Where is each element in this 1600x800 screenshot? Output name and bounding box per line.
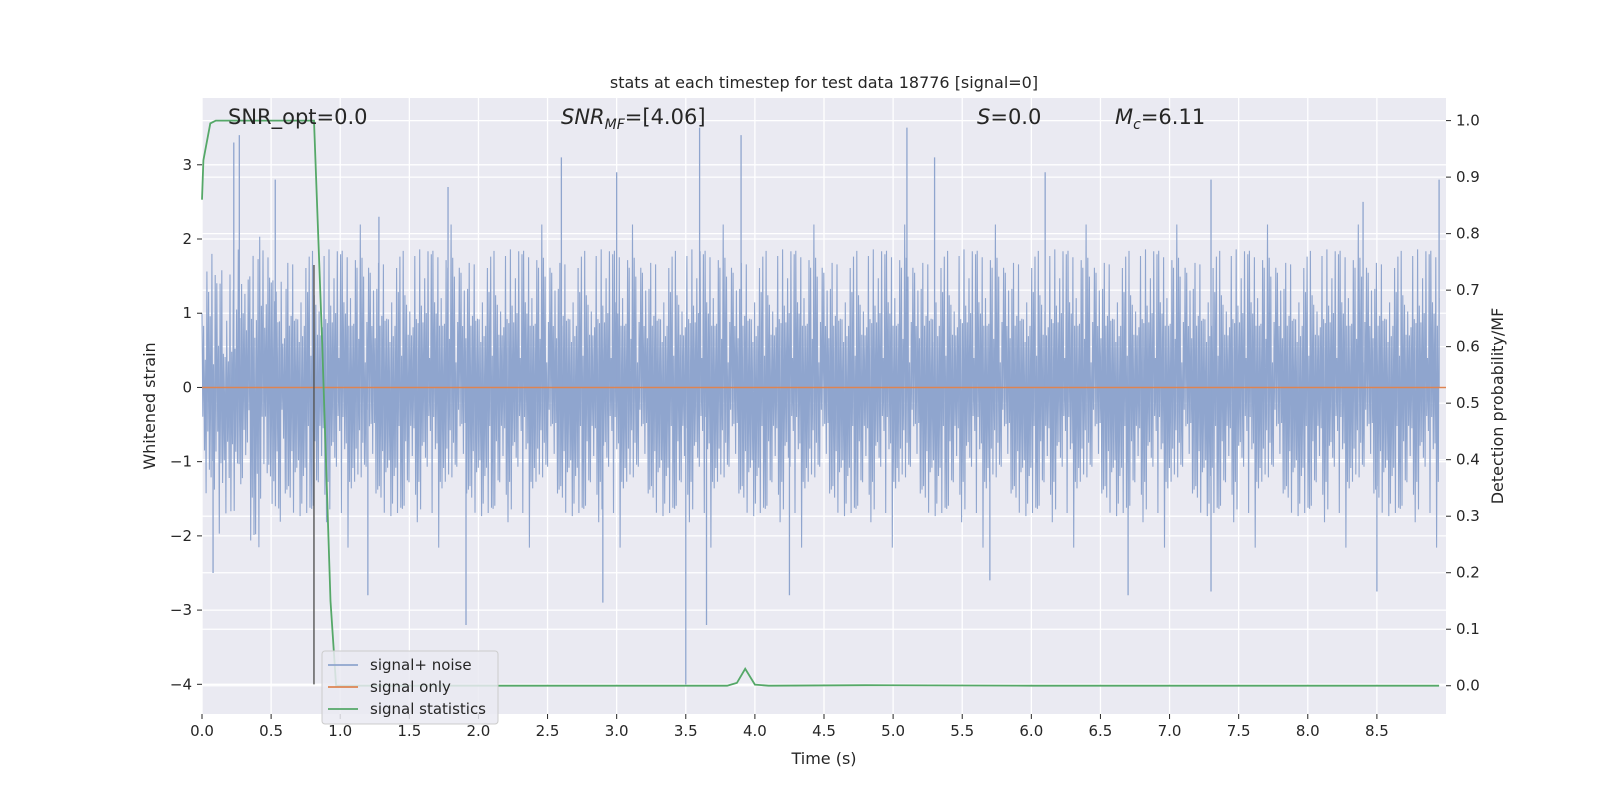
y-right-tick-label: 0.1	[1456, 620, 1480, 638]
x-tick-label: 4.5	[812, 722, 836, 740]
x-tick-label: 3.5	[674, 722, 698, 740]
x-tick-label: 2.5	[536, 722, 560, 740]
y-axis-label: Whitened strain	[140, 342, 159, 469]
x-tick-label: 7.5	[1227, 722, 1251, 740]
x-tick-label: 8.5	[1365, 722, 1389, 740]
y-right-tick-label: 0.3	[1456, 507, 1480, 525]
x-tick-label: 6.5	[1089, 722, 1113, 740]
y-right-tick-label: 0.0	[1456, 677, 1480, 695]
legend-label: signal only	[370, 678, 451, 696]
y-right-tick-label: 0.7	[1456, 281, 1480, 299]
y-tick-label: 2	[182, 230, 192, 248]
y-tick-label: −3	[170, 601, 192, 619]
legend-box	[321, 650, 499, 725]
x-tick-label: 0.0	[190, 722, 214, 740]
y-right-tick-label: 1.0	[1456, 112, 1480, 130]
y-right-tick-label: 0.4	[1456, 451, 1480, 469]
x-tick-label: 6.0	[1019, 722, 1043, 740]
mc-annotation: Mc=6.11	[1115, 105, 1205, 133]
y-tick-label: −1	[170, 453, 192, 471]
x-tick-label: 1.5	[397, 722, 421, 740]
x-axis-label: Time (s)	[790, 749, 856, 768]
legend: signal+ noise signal only signal statistic…	[321, 650, 499, 725]
snr-opt-annotation: SNR_opt=0.0	[228, 105, 368, 130]
signal-plus-noise-series	[201, 127, 1440, 685]
y-tick-label: −4	[170, 675, 192, 693]
s-annotation: S=0.0	[977, 105, 1041, 129]
x-tick-label: 4.0	[743, 722, 767, 740]
x-tick-label: 7.0	[1158, 722, 1182, 740]
y-right-axis-ticks: 1.0 0.9 0.8 0.7 0.6 0.5 0.4 0.3 0.2 0.1 0.0	[1446, 112, 1480, 695]
x-tick-label: 5.0	[881, 722, 905, 740]
x-tick-label: 1.0	[328, 722, 352, 740]
y-tick-label: 0	[182, 378, 192, 396]
y-right-tick-label: 0.5	[1456, 394, 1480, 412]
snr-mf-annotation: SNRMF=[4.06]	[561, 105, 706, 133]
y-tick-label: 3	[182, 156, 192, 174]
x-axis-ticks: 0.0 0.5 1.0 1.5 2.0 2.5 3.0 3.5 4.0 4.5 5.0 5.5 6.0 6…	[190, 714, 1389, 740]
y-right-tick-label: 0.6	[1456, 338, 1480, 356]
x-tick-label: 5.5	[950, 722, 974, 740]
signal-plus-noise-line	[201, 224, 1440, 548]
y-tick-label: −2	[170, 527, 192, 545]
x-tick-label: 0.5	[259, 722, 283, 740]
x-tick-label: 8.0	[1296, 722, 1320, 740]
y-right-tick-label: 0.8	[1456, 225, 1480, 243]
x-tick-label: 2.0	[467, 722, 491, 740]
y-right-tick-label: 0.9	[1456, 168, 1480, 186]
y-axis-ticks: 3 2 1 0 −1 −2 −3 −4	[170, 156, 202, 693]
y-right-axis-label: Detection probability/MF	[1488, 308, 1507, 505]
legend-label: signal+ noise	[370, 656, 472, 674]
legend-label: signal statistics	[370, 700, 486, 718]
y-right-tick-label: 0.2	[1456, 564, 1480, 582]
annotations: SNR_opt=0.0 SNRMF=[4.06] S=0.0 Mc=6.11	[228, 105, 1205, 133]
x-tick-label: 3.0	[605, 722, 629, 740]
chart-title: stats at each timestep for test data 187…	[610, 73, 1038, 92]
y-tick-label: 1	[182, 304, 192, 322]
